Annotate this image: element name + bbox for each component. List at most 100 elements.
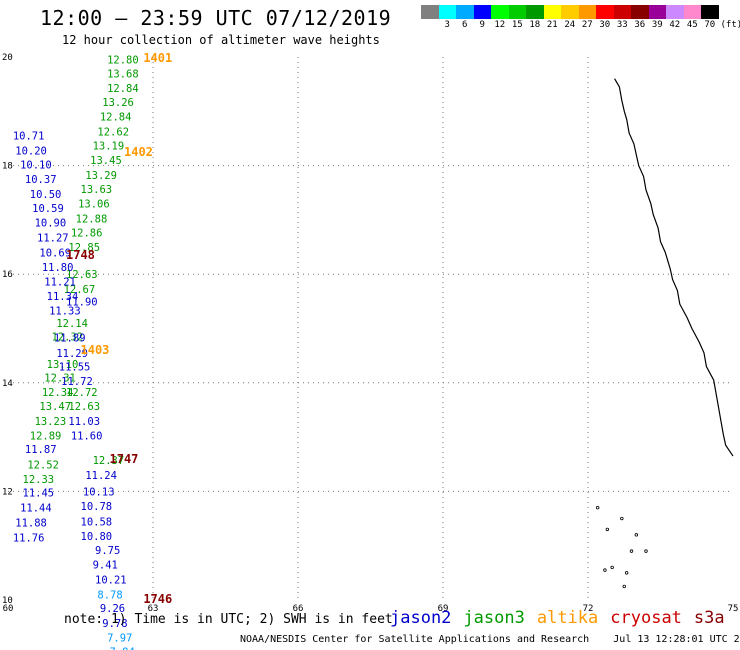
wave-height-value: 13.47	[39, 401, 71, 413]
wave-height-value: 11.33	[49, 306, 81, 318]
wave-height-value: 11.72	[61, 376, 93, 388]
island	[634, 533, 639, 537]
x-tick-label: 72	[583, 604, 594, 614]
wave-height-value: 12.62	[97, 126, 129, 138]
wave-height-value: 12.89	[30, 430, 62, 442]
y-tick-label: 10	[2, 596, 13, 606]
wave-height-value: 12.86	[71, 227, 103, 239]
wave-height-value: 11.89	[54, 333, 86, 345]
pass-time-label: 1748	[66, 248, 95, 262]
legend-swatch	[526, 5, 544, 19]
wave-height-value: 10.21	[95, 574, 127, 586]
wave-height-value: 10.37	[25, 174, 57, 186]
wave-height-value: 10.90	[35, 218, 67, 230]
legend-swatch	[543, 5, 561, 19]
island	[622, 584, 626, 589]
wave-height-value: 11.88	[15, 517, 47, 529]
wave-height-value: 10.13	[83, 486, 115, 498]
legend-label: 15	[511, 20, 523, 30]
island	[595, 505, 600, 510]
wave-height-value: 13.10	[47, 359, 79, 371]
wave-height-value: 7.84	[110, 647, 135, 650]
wave-height-value: 11.34	[47, 291, 79, 303]
units-note: note: 1) Time is in UTC; 2) SWH is in fe…	[64, 612, 393, 627]
pass-time-label: 1401	[143, 51, 172, 65]
x-tick-label: 63	[148, 604, 159, 614]
wave-height-value: 13.29	[85, 170, 117, 182]
satellite-altika: altika	[536, 608, 599, 628]
wave-height-value: 12.63	[66, 269, 98, 281]
legend-swatch	[683, 5, 701, 19]
legend-label: 39	[651, 20, 663, 30]
wave-height-value: 12.72	[66, 387, 98, 399]
wave-height-value: 11.80	[42, 262, 74, 274]
wave-height-value: 10.59	[32, 203, 64, 215]
legend-swatch	[473, 5, 491, 19]
wave-height-value: 12.67	[64, 284, 96, 296]
wave-height-value: 11.60	[71, 430, 103, 442]
pass-time-label: 1746	[143, 592, 172, 606]
wave-height-value: 13.45	[90, 155, 122, 167]
legend-label: 36	[634, 20, 646, 30]
legend-label: 24	[564, 20, 576, 30]
legend-swatch	[666, 5, 684, 19]
x-tick-label: 69	[438, 604, 449, 614]
wave-height-value: 10.20	[15, 145, 47, 157]
wave-height-value: 10.58	[81, 516, 113, 528]
wave-height-value: 13.23	[35, 416, 67, 428]
y-tick-label: 20	[2, 53, 13, 63]
legend-label: 45	[686, 20, 698, 30]
wave-height-value: 13.63	[81, 184, 113, 196]
legend-swatch	[648, 5, 666, 19]
satellite-jason3: jason3	[463, 608, 525, 628]
satellite-legend: jason2 jason3 altika cryosat s3a	[390, 608, 737, 628]
y-tick-label: 14	[2, 379, 13, 389]
legend-swatch	[578, 5, 596, 19]
wave-height-value: 12.37	[93, 455, 125, 467]
legend-label: 21	[546, 20, 558, 30]
coastline	[614, 78, 734, 457]
wave-height-value: 9.26	[100, 603, 125, 615]
legend-swatch	[456, 5, 474, 19]
wave-height-value: 13.26	[102, 97, 134, 109]
wave-height-value: 11.24	[85, 470, 117, 482]
x-tick-label: 75	[728, 604, 739, 614]
legend-label: 18	[529, 20, 541, 30]
map-subtitle: 12 hour collection of altimeter wave hei…	[62, 33, 380, 47]
pass-time-label: 1747	[110, 452, 139, 466]
wave-height-value: 13.06	[78, 199, 110, 211]
wave-height-value: 12.85	[68, 242, 100, 254]
wave-height-value: 10.80	[81, 531, 113, 543]
y-tick-label: 18	[2, 162, 13, 172]
wave-height-value: 10.78	[81, 501, 113, 513]
legend-swatch	[596, 5, 614, 19]
wave-height-value: 12.88	[76, 213, 108, 225]
island	[610, 565, 614, 570]
wave-height-value: 11.55	[59, 362, 91, 374]
x-tick-label: 66	[293, 604, 304, 614]
satellite-s3a: s3a	[693, 608, 725, 628]
legend-unit: (ft)	[720, 20, 740, 30]
wave-height-value: 13.19	[93, 141, 125, 153]
wave-height-value: 11.27	[37, 232, 69, 244]
wave-height-value: 11.87	[25, 444, 57, 456]
wave-height-value: 12.32	[52, 332, 84, 344]
legend-swatch	[631, 5, 649, 19]
wave-height-value: 12.33	[23, 474, 55, 486]
satellite-cryosat: cryosat	[610, 608, 682, 628]
wave-height-value: 11.76	[13, 533, 45, 545]
wave-height-value: 10.71	[13, 131, 45, 143]
island	[624, 571, 629, 575]
wave-height-value: 10.69	[39, 247, 71, 259]
wave-height-value: 11.21	[44, 276, 76, 288]
wave-height-value: 12.84	[107, 83, 139, 95]
wave-height-color-legend	[421, 5, 719, 19]
y-tick-label: 16	[2, 270, 13, 280]
credit-line: NOAA/NESDIS Center for Satellite Applica…	[240, 634, 740, 645]
pass-time-label: 1402	[124, 145, 153, 159]
wave-height-value: 9.75	[95, 545, 120, 557]
satellite-jason2: jason2	[390, 608, 452, 628]
legend-label: 70	[704, 20, 716, 30]
wave-height-value: 10.50	[30, 189, 62, 201]
map-title: 12:00 – 23:59 UTC 07/12/2019	[40, 6, 392, 30]
